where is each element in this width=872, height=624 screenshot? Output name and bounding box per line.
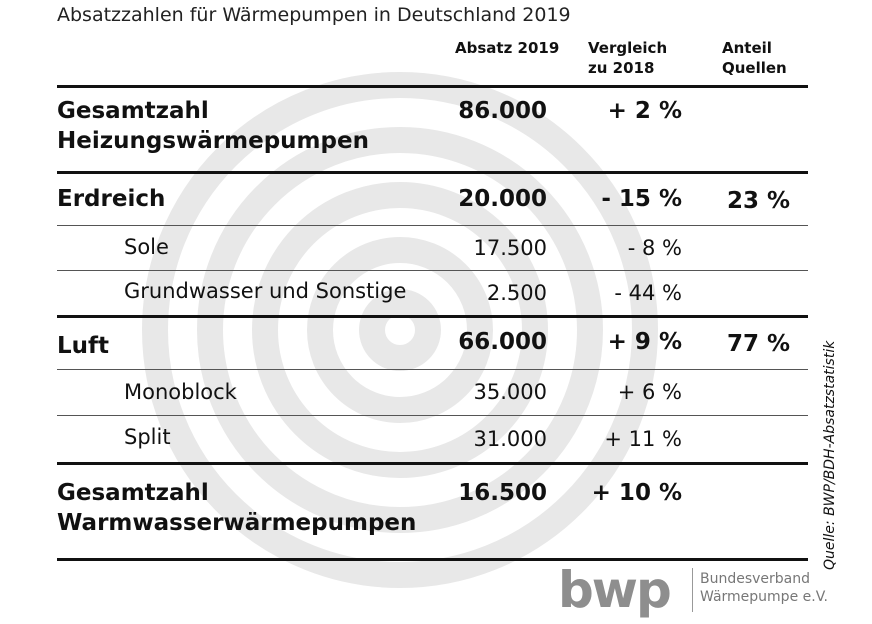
row-vergleich: - 15 %: [601, 186, 682, 212]
divider: [57, 462, 808, 465]
row-label: Sole: [124, 235, 169, 259]
row-anteil: 23 %: [726, 188, 790, 214]
divider: [57, 415, 808, 416]
row-label: Gesamtzahl Heizungswärmepumpen: [57, 98, 369, 154]
row-vergleich: + 11 %: [604, 427, 682, 451]
page-title: Absatzzahlen für Wärmepumpen in Deutschl…: [57, 4, 571, 26]
row-absatz: 2.500: [486, 281, 547, 305]
row-label: Monoblock: [124, 380, 237, 404]
row-label: Split: [124, 425, 171, 449]
header-anteil: Anteil Quellen: [722, 39, 787, 77]
row-vergleich: + 2 %: [607, 98, 682, 124]
logo-divider: [692, 568, 693, 612]
source-note: Quelle: BWP/BDH-Absatzstatistik: [822, 340, 838, 570]
row-label: Erdreich: [57, 186, 166, 212]
row-absatz: 17.500: [473, 236, 547, 260]
divider: [57, 369, 808, 370]
row-vergleich: - 8 %: [627, 236, 682, 260]
row-absatz: 35.000: [473, 380, 547, 404]
row-absatz: 20.000: [458, 186, 547, 212]
bwp-logo: bwp: [558, 561, 672, 619]
row-vergleich: + 9 %: [607, 329, 682, 355]
row-vergleich: - 44 %: [614, 281, 682, 305]
row-vergleich: + 10 %: [591, 480, 682, 506]
divider: [57, 270, 808, 271]
divider: [57, 558, 808, 561]
row-vergleich: + 6 %: [617, 380, 682, 404]
divider: [57, 85, 808, 88]
row-anteil: 77 %: [726, 331, 790, 357]
row-label: Grundwasser und Sonstige: [124, 279, 407, 303]
logo-text: Bundesverband Wärmepumpe e.V.: [700, 571, 828, 605]
row-absatz: 31.000: [473, 427, 547, 451]
divider: [57, 171, 808, 174]
row-absatz: 86.000: [458, 98, 547, 124]
divider: [57, 225, 808, 226]
divider: [57, 315, 808, 318]
row-absatz: 66.000: [458, 329, 547, 355]
row-label: Gesamtzahl Warmwasserwärmepumpen: [57, 480, 417, 536]
header-vergleich: Vergleich zu 2018: [588, 39, 668, 77]
row-absatz: 16.500: [458, 480, 547, 506]
row-label: Luft: [57, 333, 110, 359]
header-absatz: Absatz 2019: [455, 39, 560, 57]
